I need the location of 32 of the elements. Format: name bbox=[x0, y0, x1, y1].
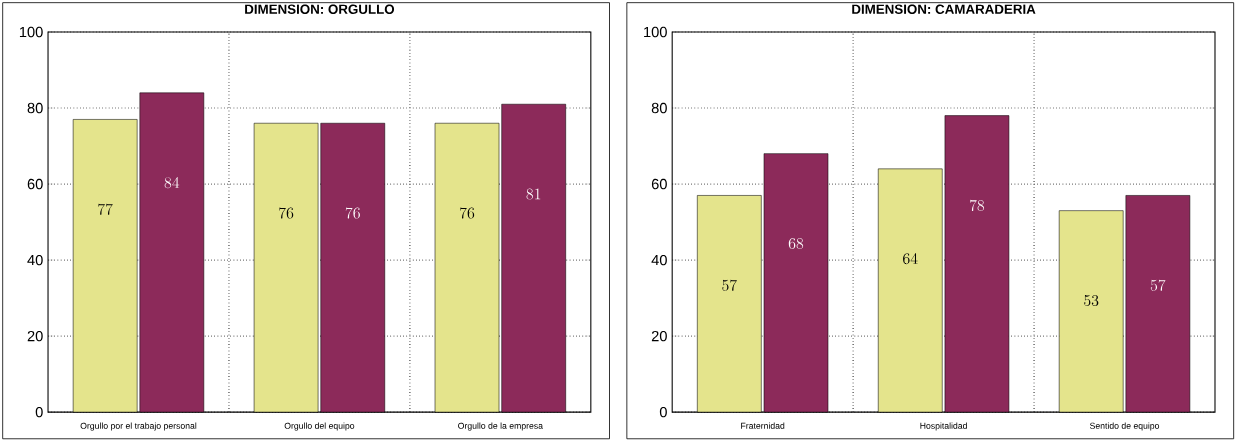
y-tick-label: 80 bbox=[27, 102, 43, 113]
data-label: 78 bbox=[969, 199, 985, 211]
data-label: 64 bbox=[903, 252, 918, 264]
chart-title: DIMENSION: CAMARADERIA bbox=[852, 4, 1036, 14]
y-tick-label: 20 bbox=[651, 330, 667, 342]
data-label: 57 bbox=[722, 279, 737, 291]
x-tick-label: Orgullo del equipo bbox=[284, 422, 355, 431]
data-label: 77 bbox=[98, 203, 113, 215]
y-tick-label: 80 bbox=[651, 102, 667, 113]
data-label: 57 bbox=[1150, 279, 1166, 291]
data-label: 68 bbox=[788, 237, 804, 249]
x-tick-label: Sentido de equipo bbox=[1089, 422, 1160, 431]
data-label: 84 bbox=[164, 176, 180, 188]
y-tick-label: 40 bbox=[651, 254, 667, 266]
data-label: 76 bbox=[460, 207, 475, 219]
y-tick-label: 100 bbox=[19, 26, 43, 37]
x-tick-label: Orgullo por el trabajo personal bbox=[80, 422, 197, 431]
data-label: 53 bbox=[1084, 294, 1099, 306]
y-tick-label: 60 bbox=[27, 178, 43, 190]
y-tick-label: 20 bbox=[27, 330, 43, 342]
x-tick-label: Hospitalidad bbox=[920, 422, 967, 431]
y-tick-label: 60 bbox=[651, 178, 667, 190]
y-tick-label: 100 bbox=[644, 26, 667, 37]
y-tick-label: 40 bbox=[27, 254, 43, 266]
x-tick-label: Fraternidad bbox=[741, 422, 785, 429]
data-label: 81 bbox=[526, 188, 541, 200]
data-label: 76 bbox=[345, 207, 360, 219]
chart-title: DIMENSION: ORGULLO bbox=[245, 4, 395, 14]
x-tick-label: Orgullo de la empresa bbox=[458, 422, 543, 431]
y-tick-label: 0 bbox=[659, 406, 667, 418]
y-tick-label: 0 bbox=[35, 406, 43, 418]
data-label: 76 bbox=[279, 207, 294, 219]
